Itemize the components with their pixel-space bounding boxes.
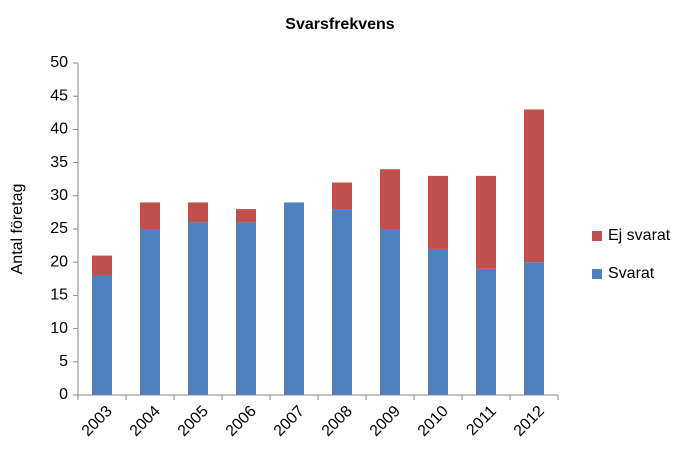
y-tick-label: 35 (50, 154, 68, 171)
y-tick-label: 50 (50, 54, 68, 71)
y-tick-label: 30 (50, 187, 68, 204)
legend-swatch (592, 231, 602, 241)
x-tick-label: 2007 (271, 403, 308, 440)
bar-segment (428, 175, 448, 249)
bar-segment (236, 209, 256, 223)
bar-segment (332, 209, 352, 395)
x-tick-label: 2005 (175, 403, 212, 440)
bar-segment (188, 222, 208, 395)
y-tick-label: 10 (50, 320, 68, 337)
y-tick-label: 5 (59, 353, 68, 370)
x-tick-label: 2006 (223, 403, 260, 440)
legend-label: Ej svarat (608, 227, 671, 244)
y-tick-label: 45 (50, 87, 68, 104)
bar-segment (92, 255, 112, 276)
x-tick-label: 2011 (463, 403, 499, 439)
bar-segment (140, 202, 160, 229)
x-tick-label: 2009 (367, 403, 404, 440)
y-tick-label: 20 (50, 253, 68, 270)
bar-segment (524, 109, 544, 263)
y-tick-label: 40 (50, 121, 68, 138)
bar-segment (428, 248, 448, 395)
bar-segment (524, 262, 544, 395)
legend-label: Svarat (608, 265, 655, 282)
x-tick-label: 2010 (415, 403, 452, 440)
bar-segment (188, 202, 208, 223)
bar-segment (284, 202, 304, 395)
bar-segment (476, 175, 496, 269)
chart-title: Svarsfrekvens (285, 16, 395, 33)
y-tick-label: 25 (50, 220, 68, 237)
bar-segment (92, 275, 112, 395)
y-tick-label: 0 (59, 386, 68, 403)
x-tick-label: 2012 (511, 403, 548, 440)
bar-segment (380, 169, 400, 229)
legend-swatch (592, 269, 602, 279)
bar-segment (380, 229, 400, 395)
bar-segment (236, 222, 256, 395)
y-tick-label: 15 (50, 287, 68, 304)
bar-segment (332, 182, 352, 210)
x-tick-label: 2003 (79, 403, 116, 440)
bar-segment (476, 268, 496, 395)
bar-segment (140, 229, 160, 395)
y-axis-label: Antal företag (9, 184, 26, 275)
x-tick-label: 2004 (127, 403, 164, 440)
x-tick-label: 2008 (319, 403, 356, 440)
